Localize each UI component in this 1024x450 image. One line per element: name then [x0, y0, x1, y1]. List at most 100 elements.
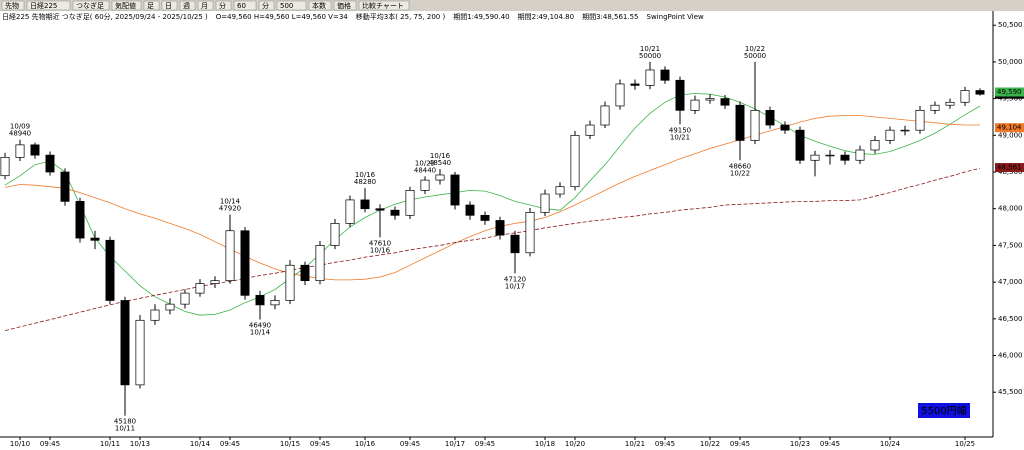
range-note: 5500円幅: [921, 404, 966, 417]
toolbar-button[interactable]: [258, 0, 275, 11]
candle-body: [810, 154, 820, 161]
toolbar-label[interactable]: 比較チャート: [362, 1, 404, 10]
toolbar-button[interactable]: [215, 0, 232, 11]
candle-body: [705, 98, 715, 101]
toolbar-label[interactable]: 日: [165, 2, 172, 10]
candle-body: [0, 156, 10, 177]
x-tick-label: 10/25: [955, 440, 975, 448]
x-tick-label: 10/11: [100, 440, 120, 448]
x-tick-label: 10/21: [625, 440, 645, 448]
toolbar-label[interactable]: 日経225: [30, 1, 57, 10]
candle-body: [600, 105, 610, 126]
y-tick-label: 47,000: [998, 278, 1023, 286]
header-text: 日経225 先物期近 つなぎ足( 60分, 2025/09/24 - 2025/…: [2, 12, 208, 21]
toolbar-label[interactable]: 本数: [312, 1, 326, 10]
swing-date: 10/23: [415, 159, 435, 167]
candle-body: [495, 220, 505, 236]
toolbar-label[interactable]: 60: [237, 2, 246, 10]
toolbar-button[interactable]: [26, 0, 71, 11]
candle-body: [180, 292, 190, 305]
candle-body: [585, 124, 595, 136]
toolbar-button[interactable]: [1, 0, 25, 11]
y-tick-label: 45,500: [998, 388, 1023, 396]
candle-body: [510, 234, 520, 254]
toolbar-button[interactable]: [72, 0, 110, 11]
x-tick-label: 09:45: [730, 440, 750, 448]
toolbar-button[interactable]: [179, 0, 196, 11]
toolbar-button[interactable]: [333, 0, 357, 11]
toolbar-button[interactable]: [161, 0, 178, 11]
price-tag: [995, 123, 1024, 133]
toolbar-button[interactable]: [197, 0, 214, 11]
candle-body: [120, 300, 130, 386]
candle-body: [390, 209, 400, 216]
toolbar-button[interactable]: [233, 0, 257, 11]
candle-body: [930, 104, 940, 111]
toolbar-label[interactable]: 足: [147, 2, 154, 10]
candle-body: [285, 264, 295, 301]
toolbar-label[interactable]: 週: [183, 1, 190, 10]
swing-date: 10/22: [730, 169, 750, 177]
x-tick-label: 10/16: [355, 440, 376, 448]
candle-body: [900, 129, 910, 132]
swing-date: 10/11: [115, 425, 135, 433]
toolbar-label[interactable]: 気配値: [115, 1, 136, 10]
candle-body: [735, 104, 745, 141]
candle-body: [225, 230, 235, 282]
candle-body: [435, 174, 445, 181]
swing-price: 48440: [414, 166, 436, 174]
legend-entry: 期間1:49,590.40: [453, 13, 509, 21]
x-tick-label: 09:45: [400, 440, 420, 448]
candle-body: [150, 309, 160, 321]
candle-body: [15, 144, 25, 158]
candle-body: [630, 83, 640, 86]
candle-body: [30, 144, 40, 156]
x-tick-label: 09:45: [475, 440, 495, 448]
toolbar-button[interactable]: [111, 0, 142, 11]
candle-body: [780, 124, 790, 131]
candle-body: [90, 237, 100, 241]
candle-body: [975, 90, 985, 95]
candle-body: [690, 99, 700, 111]
toolbar-label[interactable]: つなぎ足: [76, 1, 104, 10]
toolbar-button[interactable]: [143, 0, 160, 11]
candle-body: [855, 149, 865, 161]
toolbar-label[interactable]: 分: [219, 1, 226, 10]
toolbar-label[interactable]: 価格: [337, 1, 351, 10]
x-tick-label: 10/24: [880, 440, 901, 448]
swing-date: 10/09: [10, 123, 30, 131]
y-tick-label: 50,500: [998, 21, 1023, 29]
candle-body: [615, 83, 625, 107]
candle-body: [765, 110, 775, 126]
swing-price: 48540: [429, 159, 451, 167]
candle-body: [465, 204, 475, 216]
toolbar-label[interactable]: 分: [262, 1, 269, 10]
swing-date: 10/17: [505, 282, 525, 290]
swing-price: 47610: [369, 239, 391, 247]
swing-date: 10/14: [250, 329, 271, 337]
swing-price: 48940: [9, 130, 31, 138]
x-tick-label: 09:45: [310, 440, 330, 448]
view-label: SwingPoint View: [647, 13, 704, 21]
toolbar-label[interactable]: 先物: [5, 1, 19, 10]
swing-date: 10/14: [220, 198, 241, 206]
toolbar-label[interactable]: 月: [201, 2, 208, 10]
candle-body: [825, 154, 835, 157]
toolbar-button[interactable]: [358, 0, 410, 11]
swing-date: 10/16: [370, 246, 391, 254]
candle-body: [255, 294, 265, 306]
swing-price: 46490: [249, 322, 271, 330]
price-tag-label: 48,561: [997, 164, 1022, 172]
candle-body: [645, 69, 655, 86]
toolbar-button[interactable]: [276, 0, 307, 11]
price-tag-label: 49,104: [997, 124, 1022, 132]
toolbar-button[interactable]: [308, 0, 332, 11]
candle-body: [375, 208, 385, 211]
candle-body: [195, 283, 205, 294]
candle-body: [420, 179, 430, 191]
swing-price: 50000: [744, 52, 766, 60]
header-text: 移動平均3本( 25, 75, 200 ): [356, 12, 446, 21]
candle-body: [960, 90, 970, 103]
toolbar-label[interactable]: 500: [280, 2, 293, 10]
